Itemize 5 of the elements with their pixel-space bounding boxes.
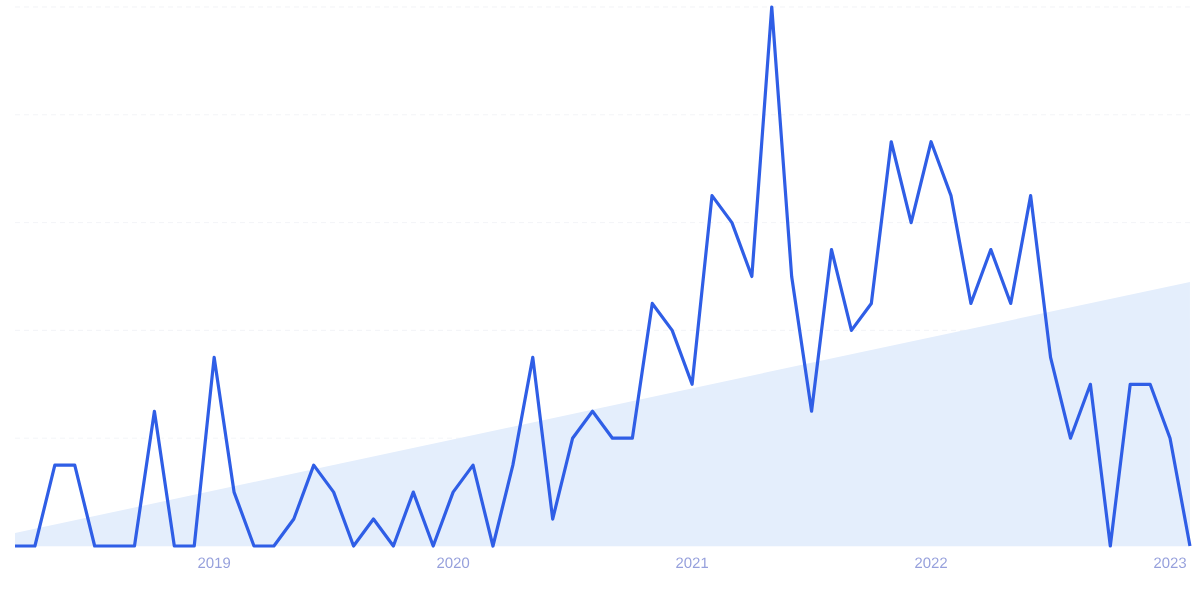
x-tick-label: 2021 — [676, 557, 708, 569]
x-tick-label: 2022 — [915, 557, 947, 569]
x-tick-label: 2019 — [198, 557, 231, 569]
x-tick-label: 2023 — [1154, 557, 1187, 569]
x-tick-label: 2020 — [437, 557, 470, 569]
